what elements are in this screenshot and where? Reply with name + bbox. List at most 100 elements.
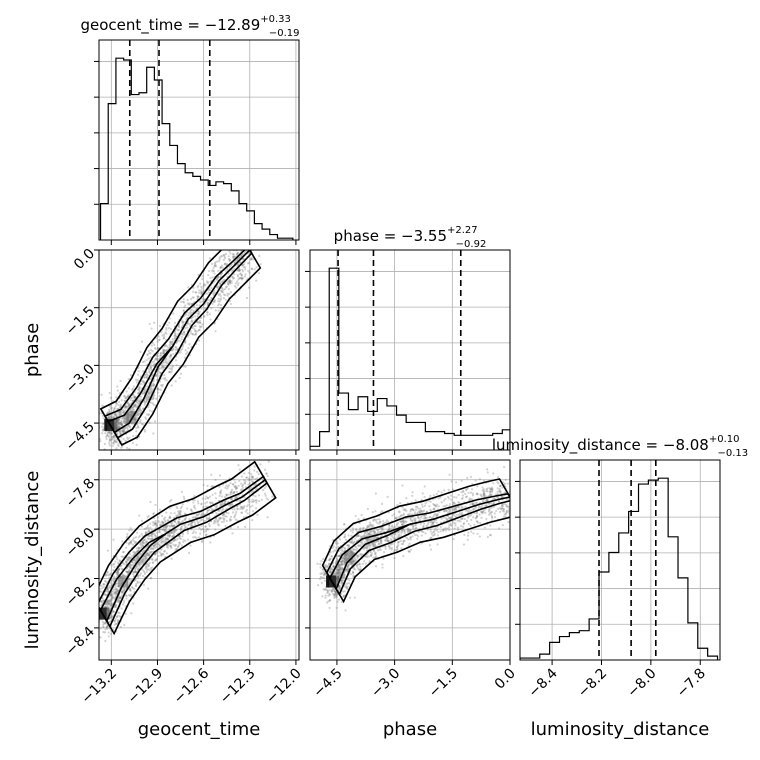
sample-point [106, 602, 109, 605]
sample-point [102, 586, 105, 589]
sample-point [109, 581, 112, 585]
sample-point [154, 543, 157, 546]
sample-point [171, 531, 174, 534]
sample-point [440, 501, 443, 504]
sample-point [390, 548, 393, 551]
sample-point [240, 482, 243, 485]
sample-point [161, 365, 165, 368]
sample-point [106, 604, 109, 608]
sample-point [247, 488, 250, 491]
sample-point [216, 519, 219, 522]
sample-point [149, 401, 152, 404]
sample-point [130, 529, 133, 532]
xlabel-phase: phase [383, 719, 437, 740]
sample-point [169, 342, 172, 345]
sample-point [134, 540, 138, 544]
sample-point [235, 286, 238, 289]
sample-point [211, 302, 214, 305]
sample-point [215, 504, 219, 507]
sample-point [238, 277, 241, 280]
sample-point [492, 482, 495, 485]
sample-point [144, 538, 147, 541]
sample-point [220, 290, 223, 293]
sample-point [172, 347, 175, 350]
sample-point [206, 484, 209, 488]
sample-point [211, 493, 214, 496]
sample-point [159, 351, 163, 355]
sample-point [215, 286, 219, 289]
sample-point [121, 591, 124, 594]
sample-point [168, 515, 172, 518]
sample-point [241, 268, 244, 272]
sample-point [214, 517, 217, 521]
sample-point [228, 259, 231, 262]
sample-point [346, 544, 349, 547]
sample-point [110, 603, 114, 606]
sample-point [165, 552, 168, 555]
sample-point [335, 594, 338, 598]
sample-point [213, 519, 216, 522]
sample-point [121, 430, 124, 433]
sample-point [196, 513, 200, 516]
sample-point [227, 280, 231, 283]
sample-point [159, 388, 162, 391]
sample-point [214, 263, 217, 266]
sample-point [215, 278, 219, 282]
sample-point [200, 540, 204, 544]
sample-point [104, 574, 107, 577]
sample-point [215, 260, 219, 263]
sample-point [222, 258, 225, 262]
sample-point [100, 425, 104, 428]
sample-point [139, 419, 142, 422]
sample-point [149, 351, 152, 355]
sample-point [109, 432, 112, 435]
sample-point [208, 514, 211, 517]
sample-point [110, 599, 113, 602]
sample-point [425, 516, 428, 520]
sample-point [175, 522, 178, 525]
sample-point [499, 485, 502, 488]
sample-point [103, 442, 106, 446]
sample-point [200, 291, 204, 294]
sample-point [121, 551, 125, 554]
sample-point [172, 534, 175, 538]
sample-point [400, 520, 403, 523]
sample-point [457, 519, 461, 522]
sample-point [227, 493, 230, 496]
sample-point [168, 516, 171, 519]
sample-point [179, 537, 182, 540]
sample-point [123, 395, 126, 398]
sample-point [143, 391, 146, 394]
sample-point [367, 532, 370, 536]
sample-point [196, 297, 199, 300]
sample-point [443, 489, 446, 492]
sample-point [135, 558, 139, 561]
sample-point [222, 253, 225, 257]
sample-point [112, 588, 115, 591]
sample-point [476, 532, 479, 536]
sample-point [435, 518, 438, 521]
sample-point [140, 409, 143, 412]
sample-point [163, 345, 166, 348]
sample-point [480, 516, 483, 519]
sample-point [124, 439, 127, 442]
sample-point [142, 570, 145, 573]
sample-point [179, 510, 183, 513]
sample-point [202, 505, 205, 508]
sample-point [169, 356, 172, 359]
sample-point [512, 475, 514, 477]
sample-point [130, 586, 134, 589]
sample-point [136, 423, 139, 427]
sample-point [351, 541, 354, 545]
sample-point [359, 568, 362, 571]
sample-point [122, 420, 126, 423]
sample-point [189, 508, 193, 511]
sample-point [187, 346, 190, 350]
sample-point [424, 502, 427, 505]
sample-point [439, 496, 442, 499]
sample-point [204, 505, 207, 508]
sample-point [380, 534, 383, 538]
sample-point [127, 558, 130, 561]
sample-point [338, 563, 341, 566]
sample-point [175, 514, 178, 517]
